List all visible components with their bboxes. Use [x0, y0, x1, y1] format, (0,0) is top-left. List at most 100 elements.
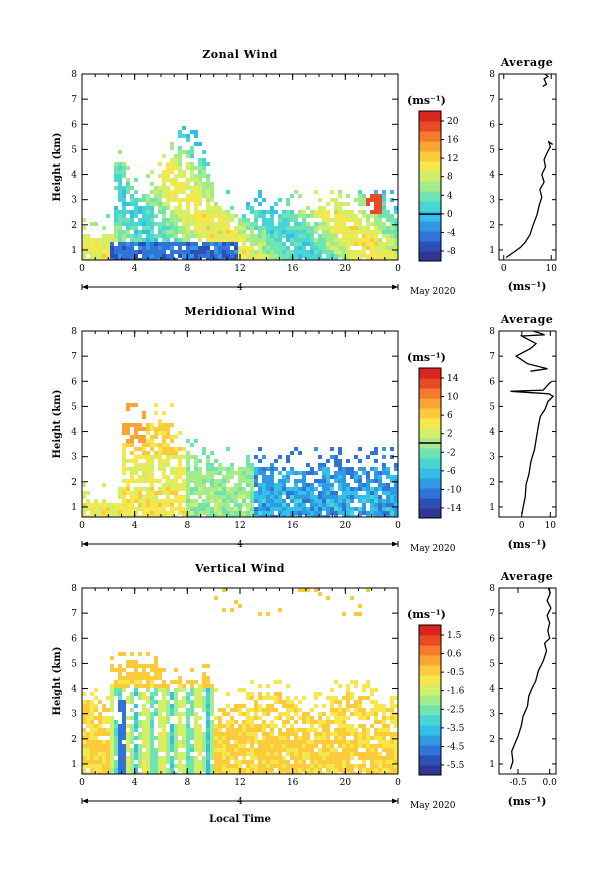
heatmap-cell [118, 704, 122, 708]
heatmap-cell [242, 238, 246, 242]
colorbar-segment [419, 458, 441, 469]
heatmap-cell [374, 190, 378, 194]
heatmap-cell [166, 700, 170, 704]
heatmap-cell [254, 198, 258, 202]
heatmap-cell [274, 724, 278, 728]
heatmap-cell [330, 700, 334, 704]
heatmap-cell [162, 499, 166, 503]
x-tick-label: 16 [287, 521, 299, 531]
heatmap-cell [286, 760, 290, 764]
heatmap-cell [166, 206, 170, 210]
heatmap-cell [122, 190, 126, 194]
heatmap-cell [150, 190, 154, 194]
heatmap-cell [166, 190, 170, 194]
heatmap-cell [122, 479, 126, 483]
heatmap-cell [282, 491, 286, 495]
heatmap-cell [298, 507, 302, 511]
heatmap-cell [374, 194, 378, 198]
heatmap-cell [126, 222, 130, 226]
heatmap-cell [294, 515, 298, 517]
heatmap-cell [154, 479, 158, 483]
heatmap-cell [142, 664, 146, 668]
heatmap-cell [298, 764, 302, 768]
heatmap-cell [150, 748, 154, 752]
heatmap-cell [230, 495, 234, 499]
heatmap-cell [82, 740, 86, 744]
heatmap-cell [114, 234, 118, 238]
heatmap-cell [154, 668, 158, 672]
heatmap-cell [162, 258, 166, 260]
heatmap-cell [302, 495, 306, 499]
heatmap-cell [182, 174, 186, 178]
heatmap-cell [326, 511, 330, 515]
heatmap-cell [302, 222, 306, 226]
heatmap-cell [210, 186, 214, 190]
heatmap-cell [294, 708, 298, 712]
heatmap-cell [370, 491, 374, 495]
heatmap-cell [110, 656, 114, 660]
heatmap-cell [186, 254, 190, 258]
heatmap-cell [366, 246, 370, 250]
heatmap-cell [390, 250, 394, 254]
heatmap-cell [222, 724, 226, 728]
heatmap-cell [106, 740, 110, 744]
heatmap-cell [182, 218, 186, 222]
profile-y-tick-label: 3 [489, 196, 495, 206]
heatmap-cell [170, 503, 174, 507]
heatmap-cell [230, 463, 234, 467]
heatmap-cell [126, 210, 130, 214]
heatmap-cell [182, 222, 186, 226]
y-tick-label: 2 [71, 221, 77, 231]
heatmap-cell [314, 242, 318, 246]
heatmap-cell [206, 491, 210, 495]
heatmap-cell [222, 246, 226, 250]
heatmap-cell [350, 704, 354, 708]
heatmap-cell [266, 479, 270, 483]
heatmap-cell [122, 246, 126, 250]
heatmap-cell [310, 752, 314, 756]
heatmap-cell [338, 736, 342, 740]
heatmap-cell [382, 234, 386, 238]
heatmap-cell [126, 182, 130, 186]
heatmap-cell [174, 158, 178, 162]
heatmap-cell [202, 676, 206, 680]
heatmap-cell [202, 447, 206, 451]
heatmap-cell [290, 226, 294, 230]
heatmap-cell [174, 178, 178, 182]
heatmap-cell [190, 708, 194, 712]
heatmap-cell [318, 499, 322, 503]
heatmap-cell [86, 250, 90, 254]
heatmap-cell [158, 455, 162, 459]
heatmap-cell [290, 250, 294, 254]
heatmap-cell [122, 680, 126, 684]
heatmap-cell [170, 744, 174, 748]
heatmap-cell [362, 202, 366, 206]
heatmap-cell [186, 503, 190, 507]
heatmap-cell [346, 772, 350, 774]
heatmap-cell [390, 499, 394, 503]
heatmap-cell [394, 234, 398, 238]
heatmap-cell [346, 503, 350, 507]
heatmap-cell [334, 459, 338, 463]
heatmap-cell [354, 704, 358, 708]
heatmap-cell [326, 258, 330, 260]
heatmap-cell [310, 708, 314, 712]
heatmap-cell [278, 238, 282, 242]
heatmap-cell [270, 748, 274, 752]
heatmap-cell [142, 415, 146, 419]
heatmap-cell [342, 202, 346, 206]
heatmap-cell [202, 186, 206, 190]
heatmap-cell [394, 254, 398, 258]
heatmap-cell [270, 214, 274, 218]
heatmap-cell [130, 760, 134, 764]
heatmap-cell [170, 712, 174, 716]
heatmap-cell [254, 495, 258, 499]
heatmap-cell [246, 724, 250, 728]
heatmap-cell [206, 764, 210, 768]
heatmap-cell [334, 479, 338, 483]
heatmap-cell [170, 170, 174, 174]
heatmap-cell [206, 467, 210, 471]
heatmap-cell [178, 174, 182, 178]
heatmap-cell [262, 748, 266, 752]
heatmap-cell [314, 760, 318, 764]
